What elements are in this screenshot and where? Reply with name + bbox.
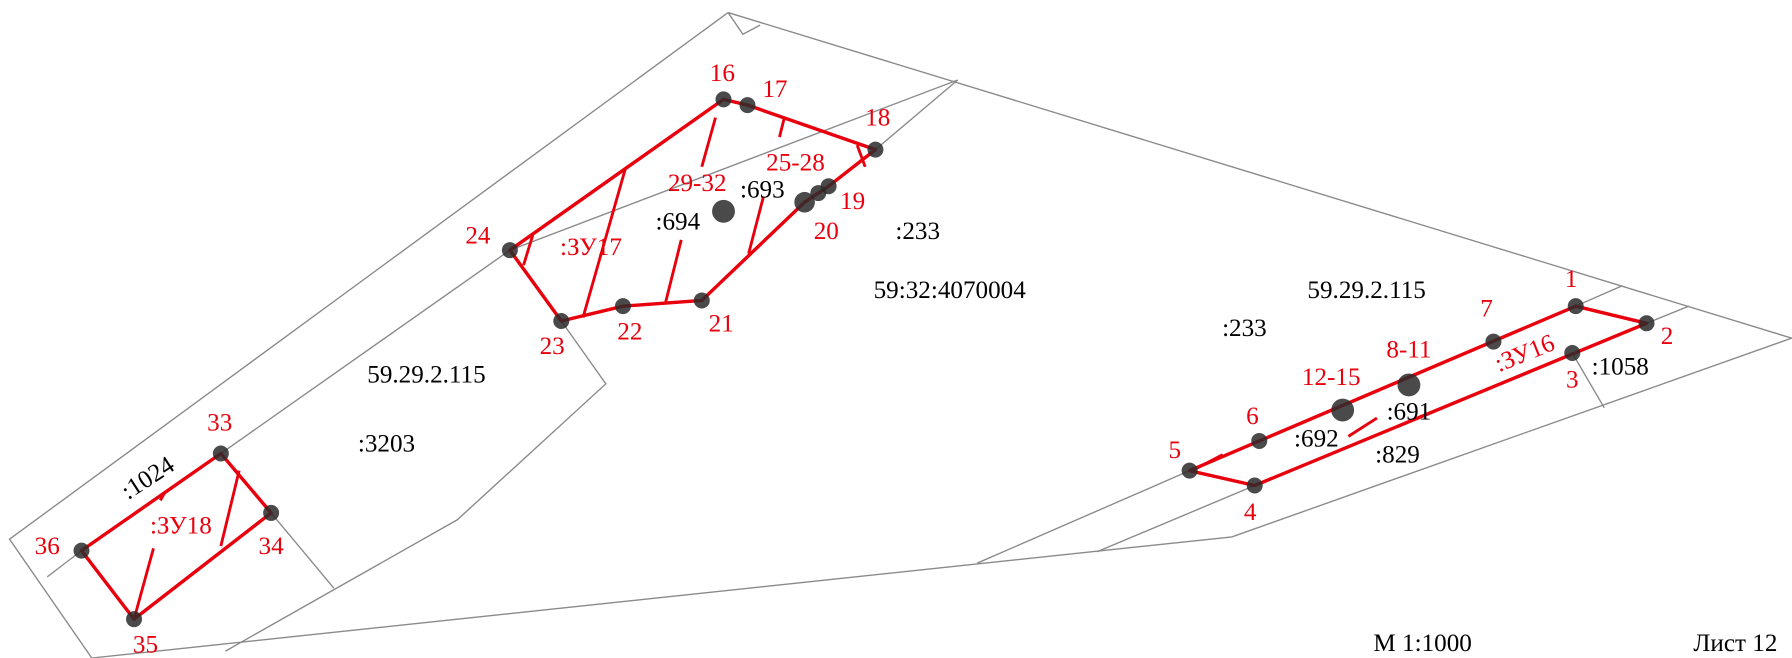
point-label: 1 (1565, 266, 1578, 293)
point-label: 17 (762, 76, 787, 103)
point-label: 16 (710, 60, 735, 87)
point-label: 8-11 (1386, 337, 1431, 364)
cadastral-quarter: 59:32:4070004 (874, 277, 1027, 304)
cadastral-number: :829 (1375, 442, 1420, 469)
cadastral-number: :233 (1222, 315, 1267, 342)
point-label: 23 (540, 333, 565, 360)
cadastral-number: :693 (740, 177, 785, 204)
point-label: 18 (865, 105, 890, 132)
point-label: 33 (207, 410, 232, 437)
cadastral-number: :1058 (1592, 354, 1649, 381)
point-label: 5 (1168, 437, 1181, 464)
point-label: 21 (709, 310, 734, 337)
cadastral-number: :1024 (117, 451, 180, 505)
sheet-label: Лист 12 (1693, 630, 1777, 657)
point-label: 3 (1566, 366, 1579, 393)
cadastral-number: :3203 (358, 430, 415, 457)
point-label: 4 (1244, 499, 1257, 526)
boundaries (8, 11, 1792, 658)
point-label: 6 (1246, 403, 1259, 430)
point-label: 35 (133, 631, 158, 658)
cadastral-number: :233 (895, 218, 940, 245)
cadastral-number: :691 (1387, 398, 1432, 425)
point-label: 12-15 (1302, 364, 1361, 391)
point-label: 24 (465, 222, 491, 249)
point-label: 22 (617, 318, 642, 345)
zone-label: 59.29.2.115 (1307, 277, 1425, 304)
point-label: 29-32 (668, 170, 727, 197)
point-labels: 16 17 18 29-32 25-28 19 20 21 22 23 24 3… (35, 60, 1674, 658)
point-label: 19 (840, 188, 865, 215)
parcel-label: :ЗУ17 (560, 234, 622, 261)
point-label: 34 (259, 533, 285, 560)
point-label: 7 (1480, 295, 1493, 322)
point-label: 2 (1661, 323, 1674, 350)
cadastral-number: :692 (1294, 426, 1339, 453)
point-label: 36 (35, 533, 60, 560)
points (73, 91, 1655, 628)
parcel-label: :ЗУ18 (150, 513, 212, 540)
point-label: 25-28 (766, 149, 825, 176)
point-label: 20 (814, 218, 839, 245)
cadastral-number: :694 (655, 209, 700, 236)
scale-label: М 1:1000 (1373, 630, 1471, 657)
zone-label: 59.29.2.115 (367, 362, 485, 389)
